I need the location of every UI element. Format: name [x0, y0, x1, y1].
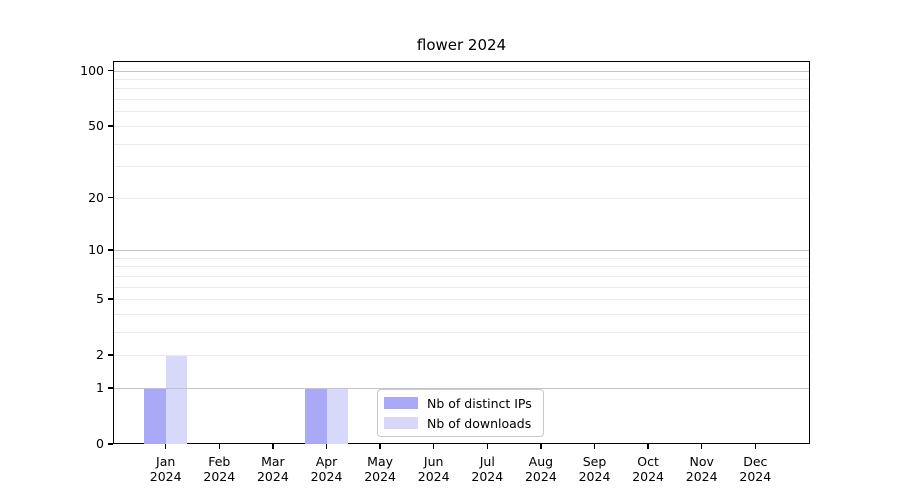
gridline-minor-70 — [114, 99, 809, 101]
gridline-minor-60 — [114, 111, 809, 113]
y-tick-mark-0 — [108, 443, 113, 445]
gridline-minor-8 — [114, 266, 809, 268]
gridline-minor-80 — [114, 88, 809, 90]
gridline-major-100 — [114, 70, 809, 72]
y-tick-label-10: 10 — [88, 241, 104, 257]
bar-downloads-apr — [326, 387, 348, 444]
bar-distinct-ips-jan — [144, 387, 166, 444]
x-tick-mark-jun — [433, 444, 435, 449]
y-tick-mark-10 — [108, 249, 113, 251]
y-tick-mark-1 — [108, 387, 113, 389]
plot-area — [113, 61, 810, 444]
y-tick-label-2: 2 — [96, 347, 104, 363]
gridline-minor-6 — [114, 286, 809, 288]
x-tick-label-dec: Dec 2024 — [739, 454, 772, 484]
x-tick-mark-aug — [540, 444, 542, 449]
x-tick-mark-dec — [754, 444, 756, 449]
x-tick-mark-sep — [593, 444, 596, 449]
y-tick-mark-5 — [108, 298, 113, 300]
x-tick-mark-nov — [701, 444, 703, 449]
legend-swatch-downloads — [384, 417, 418, 429]
x-tick-label-feb: Feb 2024 — [203, 454, 236, 484]
gridline-minor-4 — [114, 313, 809, 315]
y-tick-label-50: 50 — [88, 117, 104, 133]
gridline-major-1 — [114, 387, 809, 389]
legend-label-downloads: Nb of downloads — [427, 415, 532, 431]
gridline-minor-30 — [114, 166, 809, 168]
x-tick-label-sep: Sep 2024 — [578, 454, 611, 484]
gridline-minor-9 — [114, 257, 809, 259]
legend-row: Nb of downloads — [384, 413, 539, 433]
x-tick-mark-feb — [218, 444, 220, 449]
gridline-minor-5 — [114, 299, 809, 301]
legend-label-distinct-ips: Nb of distinct IPs — [427, 395, 532, 411]
y-tick-mark-50 — [108, 125, 113, 127]
gridline-minor-20 — [114, 197, 809, 199]
x-tick-mark-oct — [647, 444, 649, 449]
bar-distinct-ips-apr — [305, 387, 327, 444]
x-tick-label-mar: Mar 2024 — [256, 454, 289, 484]
x-tick-mark-jul — [486, 444, 488, 449]
gridline-minor-90 — [114, 79, 809, 81]
legend-swatch-distinct-ips — [384, 397, 418, 409]
gridline-major-10 — [114, 249, 809, 251]
y-tick-label-20: 20 — [88, 189, 104, 205]
x-tick-label-jul: Jul 2024 — [471, 454, 504, 484]
y-tick-mark-20 — [108, 196, 113, 199]
x-tick-mark-apr — [325, 444, 328, 449]
gridline-minor-50 — [114, 125, 809, 127]
x-tick-label-apr: Apr 2024 — [310, 454, 343, 484]
x-tick-label-nov: Nov 2024 — [685, 454, 718, 484]
x-tick-mark-jan — [165, 444, 167, 449]
y-tick-label-1: 1 — [96, 379, 104, 395]
x-tick-label-may: May 2024 — [364, 454, 396, 484]
gridline-minor-40 — [114, 143, 809, 145]
y-tick-mark-100 — [108, 69, 113, 72]
y-tick-label-5: 5 — [96, 291, 104, 307]
y-tick-label-100: 100 — [80, 62, 104, 78]
gridline-minor-2 — [114, 355, 809, 357]
chart-title: flower 2024 — [416, 36, 507, 54]
x-tick-label-jun: Jun 2024 — [417, 454, 450, 484]
bar-downloads-jan — [165, 355, 188, 444]
legend-row: Nb of distinct IPs — [384, 393, 539, 413]
x-tick-label-aug: Aug 2024 — [524, 454, 557, 484]
y-tick-label-0: 0 — [96, 436, 104, 451]
gridline-minor-7 — [114, 275, 809, 277]
gridline-minor-3 — [114, 331, 809, 333]
x-tick-label-oct: Oct 2024 — [632, 454, 664, 484]
legend: Nb of distinct IPs Nb of downloads — [377, 389, 544, 437]
x-tick-mark-may — [379, 444, 381, 449]
y-tick-mark-2 — [108, 354, 113, 356]
x-tick-mark-mar — [272, 444, 274, 449]
x-tick-label-jan: Jan 2024 — [149, 454, 182, 484]
